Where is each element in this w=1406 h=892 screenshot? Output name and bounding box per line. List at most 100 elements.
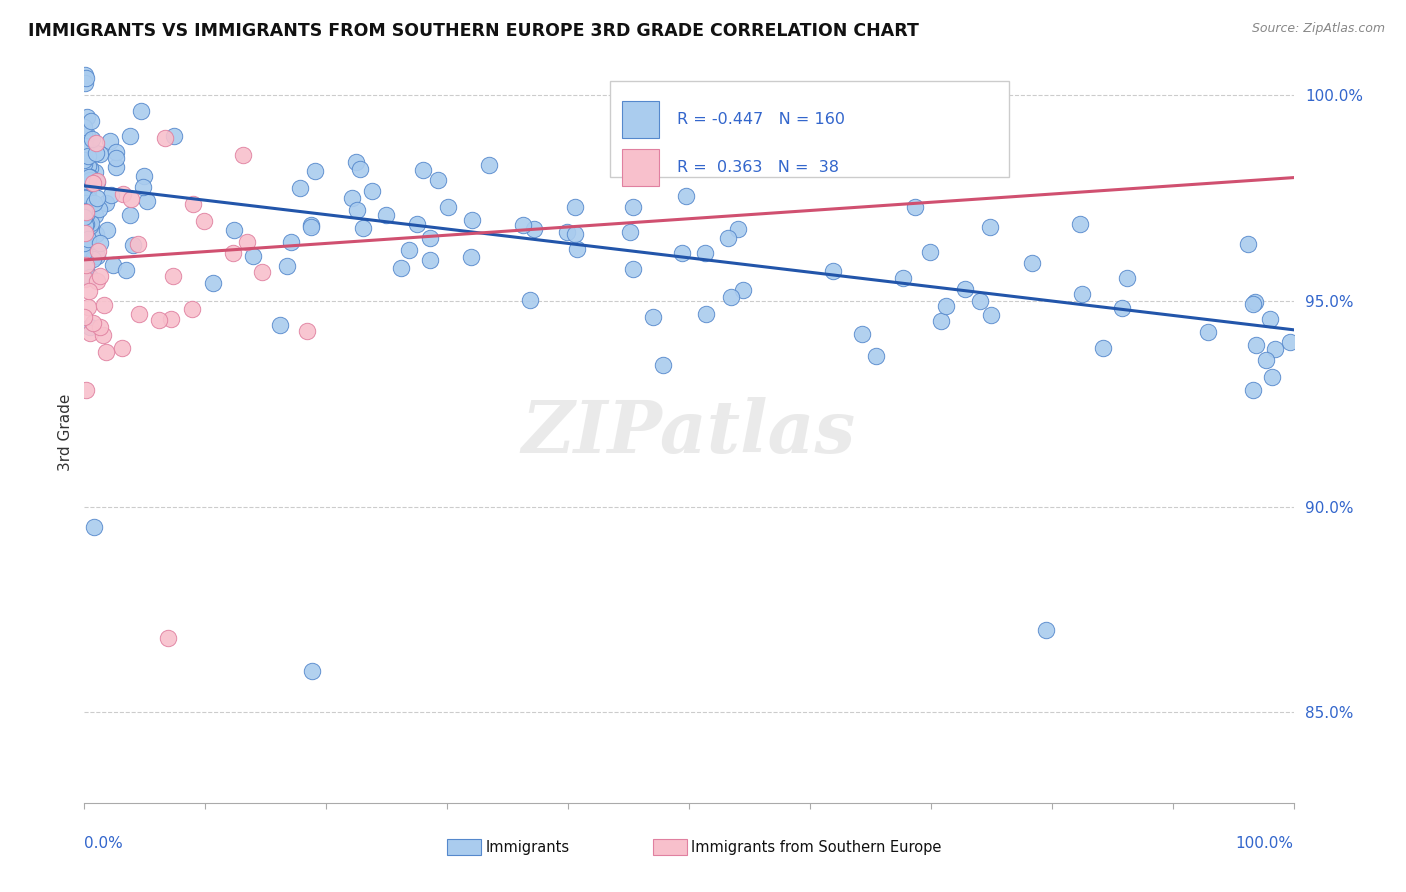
Point — [73, 161, 96, 176]
Point — [523, 222, 546, 236]
Point — [461, 212, 484, 227]
Text: 100.0%: 100.0% — [1236, 836, 1294, 851]
Point — [75, 205, 97, 219]
Point — [1261, 370, 1284, 384]
Point — [1069, 217, 1091, 231]
Point — [73, 153, 96, 167]
Point — [77, 179, 100, 194]
Point — [671, 246, 693, 260]
Point — [127, 237, 149, 252]
Point — [1244, 338, 1267, 352]
Point — [77, 187, 100, 202]
Point — [159, 311, 181, 326]
Point — [621, 262, 644, 277]
Point — [361, 184, 384, 198]
Point — [163, 128, 186, 143]
Point — [929, 314, 952, 328]
Point — [73, 211, 96, 225]
Point — [717, 230, 740, 244]
Point — [720, 290, 742, 304]
Point — [181, 197, 204, 211]
Point — [304, 164, 326, 178]
Point — [73, 240, 96, 254]
Point — [1035, 623, 1057, 637]
Point — [419, 231, 441, 245]
Point — [84, 208, 107, 222]
Point — [157, 632, 180, 646]
Point — [94, 196, 117, 211]
Point — [1116, 271, 1139, 285]
Point — [76, 128, 98, 142]
Point — [79, 161, 101, 176]
Point — [235, 235, 257, 249]
Point — [250, 265, 273, 279]
Point — [953, 282, 976, 296]
Point — [1071, 286, 1094, 301]
Point — [76, 232, 98, 246]
Point — [1111, 301, 1133, 316]
Point — [73, 205, 96, 219]
Point — [891, 271, 914, 285]
Point — [695, 307, 717, 321]
Point — [86, 145, 108, 160]
Y-axis label: 3rd Grade: 3rd Grade — [58, 394, 73, 471]
Point — [75, 258, 97, 272]
Text: R = -0.447   N = 160: R = -0.447 N = 160 — [676, 112, 845, 127]
Point — [76, 191, 98, 205]
Point — [73, 187, 96, 202]
Point — [564, 200, 586, 214]
Point — [94, 344, 117, 359]
Point — [110, 341, 132, 355]
Point — [512, 218, 534, 232]
Text: Immigrants from Southern Europe: Immigrants from Southern Europe — [692, 839, 942, 855]
Point — [398, 243, 420, 257]
Point — [132, 180, 155, 194]
Point — [77, 177, 100, 191]
Point — [75, 191, 97, 205]
Text: Immigrants: Immigrants — [486, 839, 569, 855]
Point — [79, 269, 101, 284]
Point — [87, 202, 110, 216]
Point — [904, 200, 927, 214]
Point — [221, 246, 243, 260]
Point — [222, 223, 245, 237]
Point — [105, 151, 128, 165]
Point — [969, 293, 991, 308]
Point — [91, 327, 114, 342]
Point — [73, 134, 96, 148]
Point — [201, 276, 224, 290]
Point — [426, 173, 449, 187]
Point — [104, 145, 127, 159]
Point — [77, 216, 100, 230]
Point — [269, 318, 291, 332]
Point — [418, 253, 440, 268]
Point — [82, 317, 104, 331]
Point — [73, 155, 96, 169]
Point — [73, 127, 96, 141]
Point — [73, 245, 96, 260]
Point — [120, 193, 142, 207]
Point — [299, 218, 322, 232]
Point — [128, 307, 150, 321]
Point — [75, 217, 97, 231]
Bar — [623, 149, 659, 186]
Point — [301, 664, 323, 678]
Point — [1091, 341, 1114, 355]
Text: R =  0.363   N =  38: R = 0.363 N = 38 — [676, 160, 839, 175]
Point — [84, 227, 107, 241]
Point — [148, 313, 170, 327]
Point — [405, 218, 427, 232]
Point — [89, 268, 111, 283]
Text: IMMIGRANTS VS IMMIGRANTS FROM SOUTHERN EUROPE 3RD GRADE CORRELATION CHART: IMMIGRANTS VS IMMIGRANTS FROM SOUTHERN E… — [28, 22, 920, 40]
Point — [460, 250, 482, 264]
Point — [1021, 255, 1043, 269]
Point — [79, 170, 101, 185]
Point — [1244, 295, 1267, 310]
Point — [75, 195, 97, 210]
Point — [122, 237, 145, 252]
Point — [89, 147, 111, 161]
Point — [84, 136, 107, 150]
Point — [76, 182, 98, 196]
Point — [79, 219, 101, 233]
Point — [436, 201, 458, 215]
